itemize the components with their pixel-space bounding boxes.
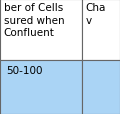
- Text: Cha
v: Cha v: [85, 3, 106, 26]
- Bar: [82, 0, 120, 60]
- Bar: [82, 60, 120, 114]
- Text: ber of Cells
sured when
Confluent: ber of Cells sured when Confluent: [4, 3, 64, 38]
- Bar: [0, 0, 82, 60]
- Text: 50-100: 50-100: [6, 65, 42, 75]
- Bar: [0, 60, 82, 114]
